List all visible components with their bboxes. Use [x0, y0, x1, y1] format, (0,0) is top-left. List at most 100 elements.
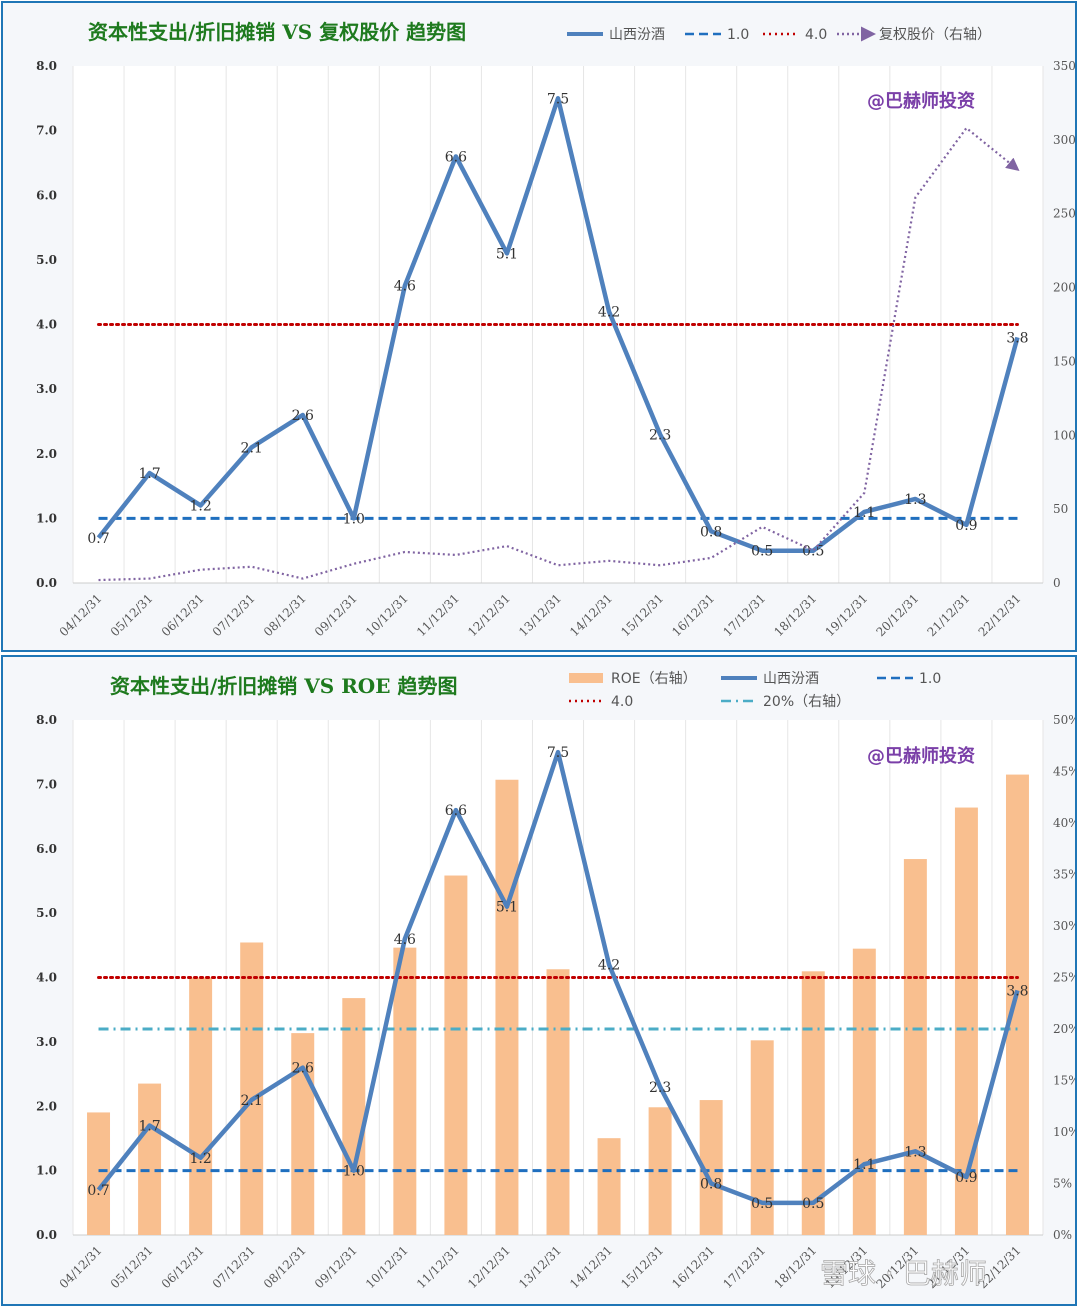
chart-watermark: @巴赫师投资	[867, 90, 975, 112]
chart-title: 资本性支出/折旧摊销 VS ROE 趋势图	[110, 674, 457, 698]
x-tick-label: 15/12/31	[618, 1243, 666, 1291]
data-label: 4.2	[598, 958, 620, 974]
x-tick-label: 14/12/31	[567, 591, 615, 639]
roe-bar	[801, 971, 825, 1235]
legend-label: 20%（右轴）	[763, 694, 850, 710]
x-tick-label: 17/12/31	[720, 1243, 768, 1291]
y2-tick-label: 35%	[1053, 868, 1075, 882]
y2-tick-label: 250	[1053, 207, 1075, 221]
data-label: 0.5	[751, 544, 773, 560]
legend-item: 20%（右轴）	[721, 694, 850, 710]
y-tick-label: 1.0	[36, 1164, 57, 1178]
x-tick-label: 11/12/31	[414, 1243, 462, 1291]
data-label: 5.1	[496, 246, 518, 262]
x-tick-label: 18/12/31	[771, 591, 819, 639]
data-label: 6.6	[445, 149, 467, 165]
legend-label: 山西汾酒	[763, 671, 819, 687]
y-tick-label: 1.0	[36, 511, 57, 525]
x-tick-label: 06/12/31	[159, 591, 207, 639]
y-tick-label: 7.0	[36, 777, 57, 791]
data-label: 7.5	[547, 91, 569, 107]
x-tick-label: 20/12/31	[873, 591, 921, 639]
data-label: 2.3	[649, 427, 671, 443]
data-label: 1.3	[904, 492, 926, 508]
legend-label: 复权股价（右轴）	[879, 26, 991, 43]
chart-panel-capex-vs-roe: 0.0 1.0 2.0 3.0 4.0 5.0 6.0 7.0 8.0 0% 5% 10% 15% 20%…	[1, 655, 1077, 1306]
y2-tick-label: 0%	[1053, 1228, 1072, 1242]
data-label: 0.7	[87, 1183, 109, 1199]
x-tick-label: 11/12/31	[414, 591, 462, 639]
y2-tick-label: 300	[1053, 133, 1075, 147]
x-tick-label: 07/12/31	[210, 1243, 258, 1291]
x-tick-label: 22/12/31	[976, 1243, 1024, 1291]
y-tick-label: 2.0	[36, 447, 57, 461]
data-label: 6.6	[445, 803, 467, 819]
capex-vs-price-chart-svg: 0.0 1.0 2.0 3.0 4.0 5.0 6.0 7.0 8.0 0 50 100 150 200 2…	[36, 20, 1075, 639]
data-label: 3.8	[1006, 983, 1028, 999]
x-tick-label: 08/12/31	[261, 591, 309, 639]
x-tick-label: 15/12/31	[618, 591, 666, 639]
capex-vs-roe-chart-svg: 0.0 1.0 2.0 3.0 4.0 5.0 6.0 7.0 8.0 0% 5% 10% 15% 20%…	[36, 671, 1075, 1291]
data-label: 1.0	[343, 511, 365, 527]
y-tick-label: 4.0	[36, 971, 57, 985]
y-tick-label: 0.0	[36, 576, 57, 590]
roe-bar	[699, 1100, 723, 1235]
roe-bar	[87, 1112, 111, 1235]
roe-bar	[750, 1040, 774, 1235]
roe-bar	[852, 948, 876, 1235]
y-tick-label: 7.0	[36, 124, 57, 138]
data-label: 2.6	[292, 408, 314, 424]
x-tick-label: 19/12/31	[822, 591, 870, 639]
data-label: 1.3	[904, 1144, 926, 1160]
chart-title: 资本性支出/折旧摊销 VS 复权股价 趋势图	[88, 20, 466, 44]
x-tick-label: 07/12/31	[210, 591, 258, 639]
x-tick-label: 20/12/31	[873, 1243, 921, 1291]
data-label: 7.5	[547, 745, 569, 761]
y-tick-label: 0.0	[36, 1228, 57, 1242]
x-tick-label: 05/12/31	[108, 591, 156, 639]
y-tick-label: 5.0	[36, 906, 57, 920]
legend-swatch	[569, 673, 603, 683]
x-tick-label: 13/12/31	[516, 1243, 564, 1291]
y2-tick-label: 150	[1053, 354, 1075, 368]
y-tick-label: 6.0	[36, 842, 57, 856]
y2-tick-label: 0	[1053, 576, 1061, 590]
x-tick-label: 14/12/31	[567, 1243, 615, 1291]
x-tick-label: 06/12/31	[159, 1243, 207, 1291]
legend-item: 4.0	[569, 694, 633, 710]
legend-label: 1.0	[919, 671, 941, 687]
y2-tick-label: 50%	[1053, 713, 1075, 727]
y2-tick-label: 100	[1053, 428, 1075, 442]
roe-bar	[342, 998, 366, 1235]
data-label: 1.1	[853, 505, 875, 521]
y-tick-label: 5.0	[36, 253, 57, 267]
y2-tick-label: 30%	[1053, 919, 1075, 933]
roe-bar	[954, 807, 978, 1235]
x-tick-label: 17/12/31	[720, 591, 768, 639]
data-label: 1.2	[189, 1151, 211, 1167]
y2-tick-label: 25%	[1053, 971, 1075, 985]
data-label: 2.3	[649, 1080, 671, 1096]
x-tick-label: 21/12/31	[925, 1243, 973, 1291]
x-tick-label: 19/12/31	[822, 1243, 870, 1291]
x-tick-label: 10/12/31	[363, 1243, 411, 1291]
legend-label: 山西汾酒	[609, 27, 665, 43]
x-tick-label: 16/12/31	[669, 591, 717, 639]
legend-item: 1.0	[877, 671, 941, 687]
y2-tick-label: 40%	[1053, 816, 1075, 830]
y2-tick-label: 45%	[1053, 765, 1075, 779]
data-label: 3.8	[1006, 330, 1028, 346]
x-tick-label: 13/12/31	[516, 591, 564, 639]
data-label: 0.8	[700, 1177, 722, 1193]
x-tick-label: 21/12/31	[925, 591, 973, 639]
x-tick-label: 10/12/31	[363, 591, 411, 639]
data-label: 1.7	[138, 466, 160, 482]
x-tick-label: 09/12/31	[312, 591, 360, 639]
data-label: 4.6	[394, 932, 416, 948]
legend-item: 1.0	[685, 27, 749, 43]
legend-item: 复权股价（右轴）	[837, 26, 991, 43]
x-tick-label: 04/12/31	[57, 1243, 105, 1291]
y-tick-label: 8.0	[36, 713, 57, 727]
roe-bar	[240, 942, 264, 1235]
legend-label: 4.0	[611, 694, 633, 710]
